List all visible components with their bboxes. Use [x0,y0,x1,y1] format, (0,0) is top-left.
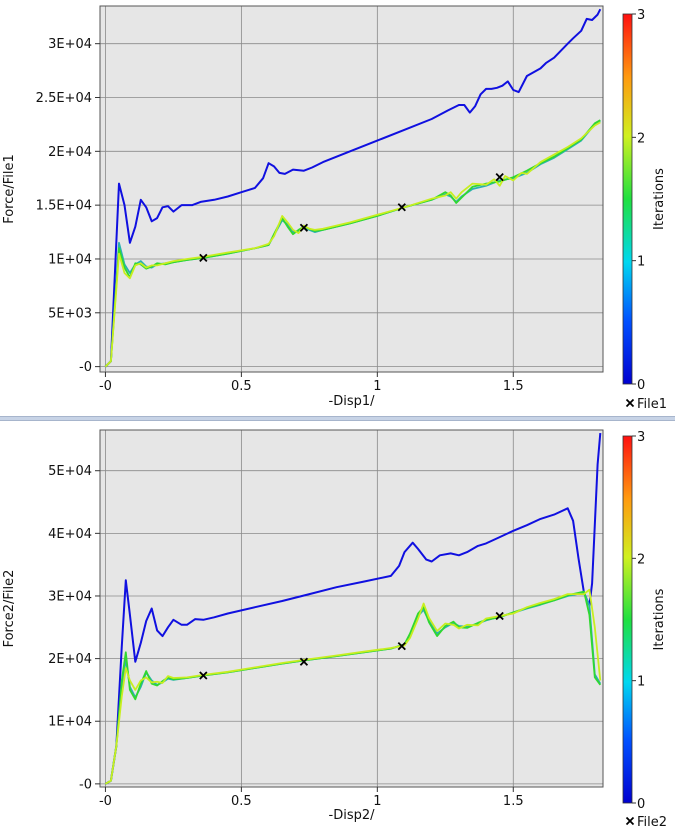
legend: File1 [625,397,667,412]
chart-file2: -0 0.5 1 1.5 -0 1E+04 2E+04 3E+04 4E+04 5E+04 -Dis… [2,429,667,830]
data-point-marker [299,657,309,666]
y-tick-label: 1E+04 [48,715,92,730]
x-tick-label: -0 [99,379,112,394]
legend-label: File2 [637,815,667,830]
colorbar-tick-label: 3 [637,8,645,23]
y-tick-label: -0 [79,777,92,792]
colorbar [622,435,633,804]
x-tick-label: -0 [99,794,112,809]
legend-label: File1 [637,397,667,412]
data-point-marker [495,173,504,182]
y-tick-label: 2E+04 [48,652,92,667]
data-point-marker [495,611,504,621]
legend: File2 [625,815,667,830]
plot-frame [99,5,604,373]
colorbar-tick-label: 0 [637,797,645,812]
plot-area [100,6,603,372]
colorbar-tick-label: 3 [637,430,645,445]
y-tick-label: 1.5E+04 [36,199,92,214]
chart-panel-file2: -0 0.5 1 1.5 -0 1E+04 2E+04 3E+04 4E+04 5E+04 -Dis… [0,421,675,835]
y-tick-label: 5E+03 [48,306,92,321]
data-point-marker [199,671,208,680]
y-axis-label: Force2/File2 [2,570,17,648]
plot-area [100,430,603,787]
series-line-iter-0 [104,8,602,368]
series-line-iter-0 [104,433,602,785]
series-line-iter-3 [104,588,602,785]
colorbar-tick-label: 1 [637,255,645,270]
chart-panel-file1: -0 0.5 1 1.5 -0 5E+03 1E+04 1.5E+04 2E+04 2.5E+04… [0,0,675,416]
y-tick-label: 2.5E+04 [36,91,92,106]
colorbar [622,13,633,385]
plot-frame [99,429,604,788]
colorbar-tick-label: 0 [637,378,645,393]
colorbar-tick-label: 1 [637,675,645,690]
chart-file1: -0 0.5 1 1.5 -0 5E+03 1E+04 1.5E+04 2E+04 2.5E+04… [2,5,667,412]
x-tick-label: 1.5 [503,794,524,809]
y-tick-label: -0 [79,360,92,375]
x-tick-label: 0.5 [231,379,252,394]
data-point-marker [199,253,208,263]
x-tick-label: 0.5 [231,794,252,809]
x-tick-label: 1.5 [503,379,524,394]
y-tick-label: 5E+04 [48,464,92,479]
y-axis-label: Force/File1 [2,154,17,224]
colorbar-title: Iterations [652,168,667,230]
y-tick-label: 4E+04 [48,527,92,542]
x-axis-label: -Disp1/ [329,394,376,409]
y-tick-label: 1E+04 [48,252,92,267]
data-point-marker [299,223,309,232]
panel-splitter[interactable] [0,416,675,421]
x-tick-label: 1 [373,794,381,809]
data-point-marker [397,641,406,651]
x-axis-label: -Disp2/ [329,808,376,823]
colorbar-tick-label: 2 [637,552,645,567]
y-tick-label: 3E+04 [48,589,92,604]
colorbar-title: Iterations [652,588,667,650]
colorbar-tick-label: 2 [637,131,645,146]
y-tick-label: 2E+04 [48,145,92,160]
series-line-iter-3 [104,121,601,368]
data-point-marker [397,203,406,212]
y-tick-label: 3E+04 [48,37,92,52]
x-tick-label: 1 [373,379,381,394]
